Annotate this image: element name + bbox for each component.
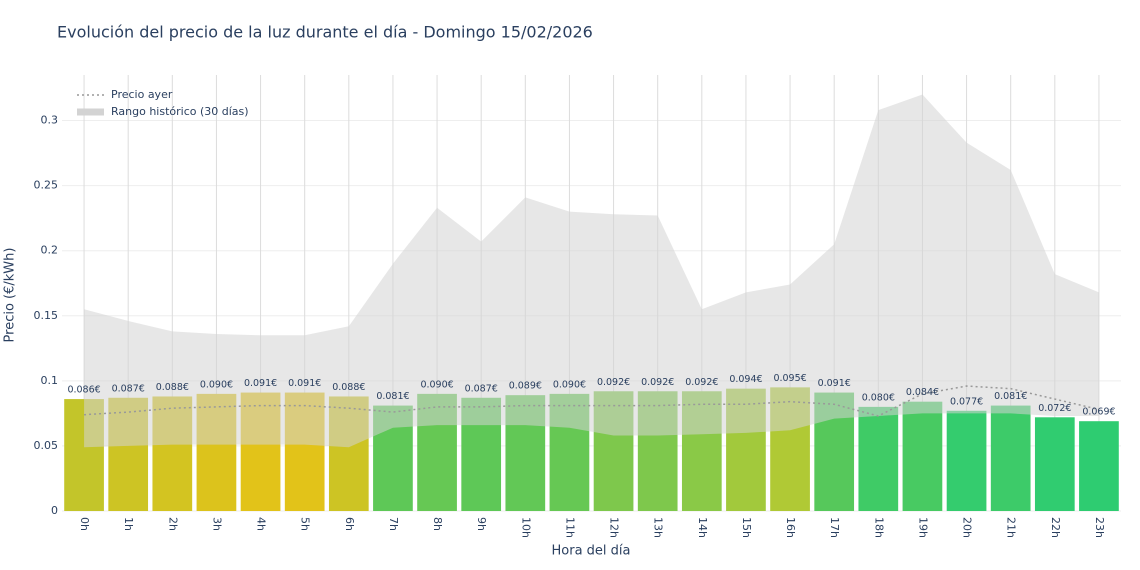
value-label: 0.077€: [950, 396, 983, 407]
x-tick-label: 23h: [1093, 517, 1106, 538]
x-tick-label: 13h: [652, 517, 665, 538]
value-label: 0.092€: [641, 377, 674, 388]
x-tick-label: 6h: [343, 517, 356, 531]
value-label: 0.080€: [862, 392, 895, 403]
value-label: 0.088€: [156, 382, 189, 393]
x-tick-label: 20h: [961, 517, 974, 538]
value-label: 0.091€: [818, 378, 851, 389]
range-band: [84, 94, 1099, 448]
value-label: 0.091€: [288, 378, 321, 389]
value-label: 0.092€: [685, 377, 718, 388]
bar: [1079, 421, 1119, 511]
x-tick-label: 11h: [563, 517, 576, 538]
x-tick-label: 2h: [166, 517, 179, 531]
value-label: 0.091€: [244, 378, 277, 389]
y-tick-label: 0.2: [41, 244, 59, 257]
x-tick-label: 22h: [1049, 517, 1062, 538]
value-label: 0.087€: [112, 383, 145, 394]
value-label: 0.088€: [332, 382, 365, 393]
x-tick-label: 7h: [387, 517, 400, 531]
x-tick-label: 0h: [78, 517, 91, 531]
x-tick-label: 14h: [696, 517, 709, 538]
value-label: 0.081€: [376, 391, 409, 402]
legend-label: Precio ayer: [111, 88, 173, 101]
legend-label: Rango histórico (30 días): [111, 105, 249, 118]
x-tick-label: 12h: [608, 517, 621, 538]
value-label: 0.090€: [553, 379, 586, 390]
x-tick-label: 19h: [916, 517, 929, 538]
bar: [946, 410, 987, 511]
x-tick-label: 8h: [431, 517, 444, 531]
value-label: 0.090€: [420, 379, 453, 390]
value-label: 0.069€: [1082, 407, 1115, 418]
x-tick-label: 1h: [122, 517, 135, 531]
y-tick-label: 0.15: [34, 309, 59, 322]
value-label: 0.087€: [465, 383, 498, 394]
x-tick-label: 16h: [784, 517, 797, 538]
chart-title: Evolución del precio de la luz durante e…: [57, 23, 593, 42]
x-tick-label: 9h: [475, 517, 488, 531]
x-tick-label: 4h: [255, 517, 268, 531]
x-tick-label: 21h: [1005, 517, 1018, 538]
x-tick-label: 18h: [872, 517, 885, 538]
bar: [990, 405, 1031, 511]
value-label: 0.095€: [773, 373, 806, 384]
x-tick-label: 3h: [210, 517, 223, 531]
value-label: 0.092€: [597, 377, 630, 388]
bar: [858, 406, 899, 511]
x-tick-label: 17h: [828, 517, 841, 538]
value-label: 0.090€: [200, 379, 233, 390]
x-tick-label: 10h: [519, 517, 532, 538]
y-tick-label: 0.1: [41, 374, 59, 387]
x-tick-label: 5h: [299, 517, 312, 531]
value-label: 0.072€: [1038, 403, 1071, 414]
value-label: 0.084€: [906, 387, 939, 398]
y-tick-label: 0.05: [34, 439, 59, 452]
y-tick-label: 0.25: [34, 179, 59, 192]
y-axis-label: Precio (€/kWh): [3, 248, 18, 343]
value-label: 0.094€: [729, 374, 762, 385]
y-tick-label: 0: [51, 504, 58, 517]
y-tick-label: 0.3: [41, 114, 59, 127]
x-tick-label: 15h: [740, 517, 753, 538]
value-label: 0.086€: [67, 385, 100, 396]
bar: [902, 401, 943, 511]
x-axis-label: Hora del día: [552, 544, 631, 559]
value-label: 0.089€: [509, 381, 542, 392]
bar: [1034, 417, 1075, 511]
value-label: 0.081€: [994, 391, 1027, 402]
